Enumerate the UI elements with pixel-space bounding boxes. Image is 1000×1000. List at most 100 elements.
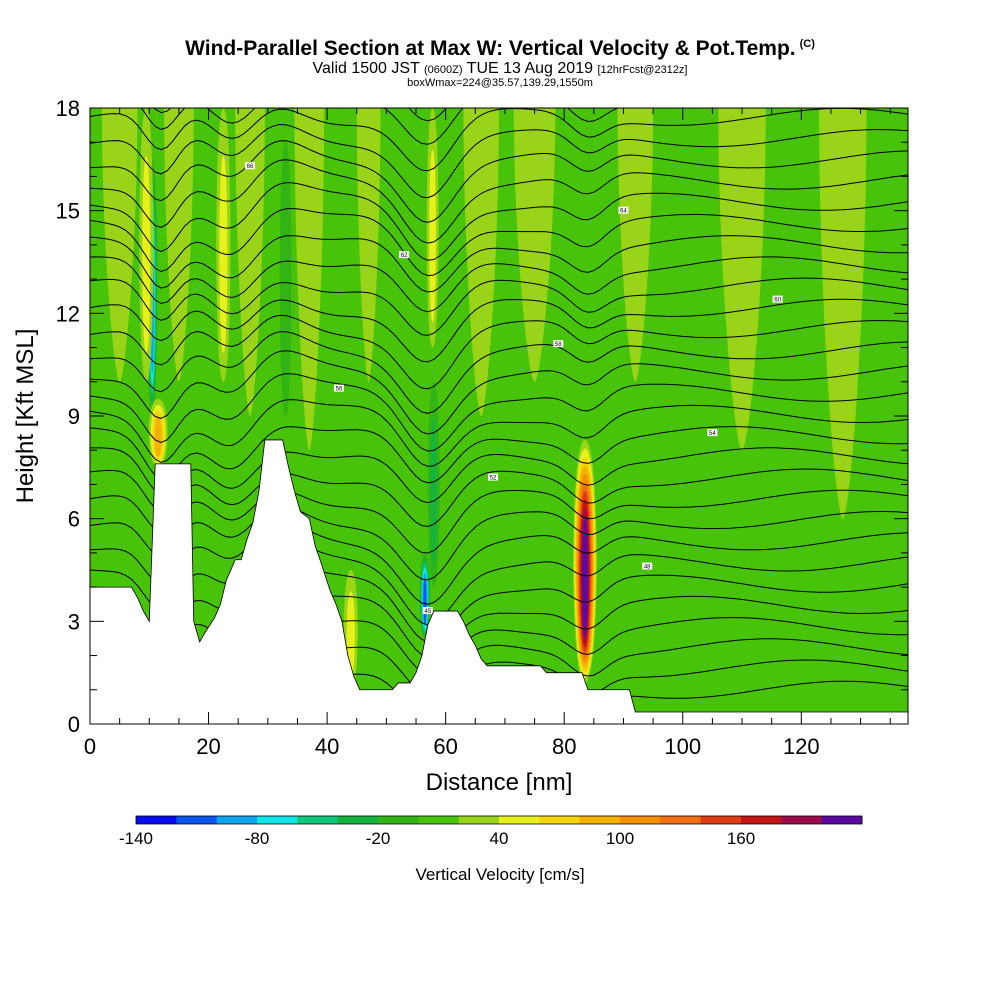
light-streak-0 xyxy=(101,108,138,382)
colorbar-swatch-1 xyxy=(176,816,218,824)
colorbar-swatch-13 xyxy=(660,816,702,824)
x-tick-label-120: 120 xyxy=(783,734,820,759)
w-feature-7-level-5 xyxy=(423,577,427,624)
contour-label-box-4 xyxy=(488,473,499,481)
theta-contour-27 xyxy=(90,108,908,172)
y-tick-label-18: 18 xyxy=(56,96,80,121)
w-feature-6-level-1 xyxy=(430,417,438,566)
x-tick-label-20: 20 xyxy=(196,734,220,759)
colorbar-swatch-15 xyxy=(741,816,782,824)
chart-title: Wind-Parallel Section at Max W: Vertical… xyxy=(0,37,1000,61)
w-feature-3-level-1 xyxy=(219,155,228,354)
theta-contour-23 xyxy=(90,182,908,261)
colorbar-tick--140: -140 xyxy=(119,829,153,848)
colorbar-tick-160: 160 xyxy=(727,829,755,848)
theta-contour-26 xyxy=(90,123,908,199)
x-tick-label-0: 0 xyxy=(84,734,96,759)
x-tick-label-80: 80 xyxy=(552,734,576,759)
theta-contour-17 xyxy=(90,314,908,390)
theta-contour-15 xyxy=(90,350,908,435)
light-streak-2 xyxy=(235,108,265,416)
colorbar-tick--80: -80 xyxy=(245,829,270,848)
contour-label-box-5 xyxy=(707,429,718,437)
light-streak-8 xyxy=(718,108,766,451)
contour-label-box-8 xyxy=(772,295,783,303)
contour-label-9: 62 xyxy=(401,253,408,259)
x-tick-label-60: 60 xyxy=(433,734,457,759)
colorbar-swatch-14 xyxy=(700,816,742,824)
contour-label-10: 64 xyxy=(620,209,627,215)
theta-contour-19 xyxy=(90,277,908,336)
theta-contour-25 xyxy=(90,140,908,223)
contour-label-6: 56 xyxy=(336,387,343,393)
colorbar-tick--20: -20 xyxy=(366,829,391,848)
theta-contour-13 xyxy=(90,399,908,467)
colorbar-swatch-5 xyxy=(337,816,379,824)
contour-label-box-1 xyxy=(422,607,433,615)
theta-contour-20 xyxy=(90,256,908,313)
contour-label-8: 60 xyxy=(774,298,781,304)
colorbar-swatch-11 xyxy=(579,816,621,824)
theta-contour-12 xyxy=(90,426,908,484)
w-feature-9-level-9 xyxy=(582,516,588,638)
theta-contour-14 xyxy=(90,373,908,452)
colorbar-swatch-4 xyxy=(297,816,339,824)
y-tick-label-9: 9 xyxy=(68,404,80,429)
colorbar-swatch-6 xyxy=(378,816,419,824)
colorbar-swatch-16 xyxy=(781,816,823,824)
colorbar-swatch-3 xyxy=(257,816,298,824)
contour-label-1: 45 xyxy=(425,609,432,615)
contour-label-box-6 xyxy=(333,384,344,392)
y-tick-label-12: 12 xyxy=(56,301,80,326)
theta-contour-21 xyxy=(90,235,908,293)
w-feature-8-level-1 xyxy=(429,149,437,323)
colorbar-label: Vertical Velocity [cm/s] xyxy=(415,865,584,884)
contour-label-box-7 xyxy=(553,340,564,348)
colorbar-tick-100: 100 xyxy=(606,829,634,848)
chart-subtitle: Valid 1500 JST (0600Z) TUE 13 Aug 2019 [… xyxy=(0,60,1000,78)
contour-label-11: 66 xyxy=(247,164,254,170)
y-tick-label-15: 15 xyxy=(56,199,80,224)
theta-contour-18 xyxy=(90,298,908,363)
valid-time: Valid 1500 JST xyxy=(312,60,420,77)
box-info: boxWmax=224@35.57,139.29,1550m xyxy=(407,77,593,89)
contour-label-box-9 xyxy=(399,251,410,259)
theta-contour-9 xyxy=(90,489,908,554)
valid-date: TUE 13 Aug 2019 xyxy=(466,60,593,77)
terrain-layer xyxy=(90,439,908,724)
colorbar-swatch-17 xyxy=(821,816,863,824)
colorbar-swatch-8 xyxy=(458,816,500,824)
light-streak-4 xyxy=(356,108,381,382)
w-feature-1-level-3 xyxy=(154,416,162,457)
chart-title-text: Wind-Parallel Section at Max W: Vertical… xyxy=(185,37,796,60)
x-axis-label: Distance [nm] xyxy=(426,769,573,796)
theta-contour-10 xyxy=(90,468,908,527)
colorbar-swatch-7 xyxy=(418,816,460,824)
light-streak-3 xyxy=(294,108,325,451)
x-tick-label-40: 40 xyxy=(315,734,339,759)
valid-utc: (0600Z) xyxy=(423,64,463,76)
theta-contour-7 xyxy=(90,521,908,605)
colorbar-swatch-0 xyxy=(136,816,177,824)
theta-contour-28 xyxy=(140,108,620,145)
contour-label-5: 54 xyxy=(709,431,716,437)
y-tick-label-3: 3 xyxy=(68,609,80,634)
theta-contour-16 xyxy=(90,331,908,414)
theta-contour-24 xyxy=(90,159,908,244)
colorbar: -140 -80 -20 40 100 160 xyxy=(119,815,863,848)
forecast-info: [12hrFcst@2312z] xyxy=(597,64,688,76)
contour-label-4: 52 xyxy=(490,476,497,482)
theta-contour-22 xyxy=(90,207,908,277)
light-streak-6 xyxy=(513,108,556,382)
colorbar-swatch-10 xyxy=(539,816,581,824)
colorbar-swatch-2 xyxy=(216,816,258,824)
contour-label-box-11 xyxy=(245,162,256,170)
y-axis-label: Height [Kft MSL] xyxy=(12,329,39,504)
colorbar-swatch-12 xyxy=(620,816,661,824)
colorbar-swatch-9 xyxy=(499,816,540,824)
colorbar-frame xyxy=(135,815,863,825)
theta-contour-11 xyxy=(90,447,908,504)
theta-contour-8 xyxy=(90,505,908,581)
y-tick-label-6: 6 xyxy=(68,507,80,532)
